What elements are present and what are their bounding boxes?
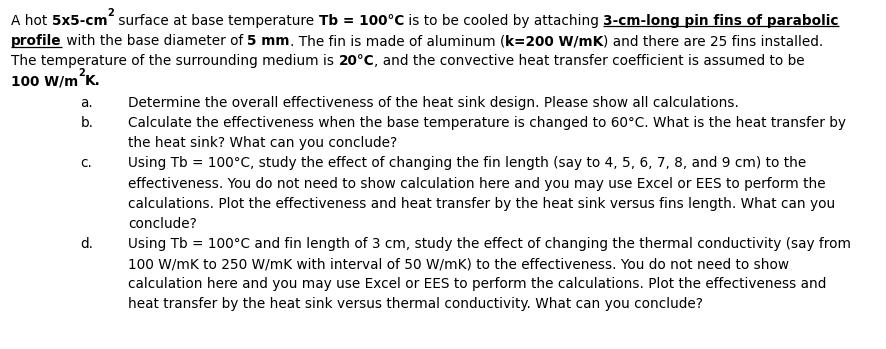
- Text: , and the convective heat transfer coefficient is assumed to be: , and the convective heat transfer coeff…: [374, 54, 804, 68]
- Text: Using Tb = 100°C, study the effect of changing the fin length (say to 4, 5, 6, 7: Using Tb = 100°C, study the effect of ch…: [128, 156, 806, 170]
- Text: K.: K.: [85, 74, 101, 88]
- Text: conclude?: conclude?: [128, 217, 197, 231]
- Text: calculations. Plot the effectiveness and heat transfer by the heat sink versus f: calculations. Plot the effectiveness and…: [128, 197, 835, 211]
- Text: the heat sink? What can you conclude?: the heat sink? What can you conclude?: [128, 136, 397, 150]
- Text: is to be cooled by attaching: is to be cooled by attaching: [404, 14, 603, 28]
- Text: calculation here and you may use Excel or EES to perform the calculations. Plot : calculation here and you may use Excel o…: [128, 277, 826, 291]
- Text: Determine the overall effectiveness of the heat sink design. Please show all cal: Determine the overall effectiveness of t…: [128, 96, 739, 110]
- Text: surface at base temperature: surface at base temperature: [114, 14, 319, 28]
- Text: heat transfer by the heat sink versus thermal conductivity. What can you conclud: heat transfer by the heat sink versus th…: [128, 297, 703, 311]
- Text: 2: 2: [107, 8, 114, 18]
- Text: The temperature of the surrounding medium is: The temperature of the surrounding mediu…: [12, 54, 338, 68]
- Text: d.: d.: [81, 237, 94, 251]
- Text: 3-cm-long pin fins of parabolic: 3-cm-long pin fins of parabolic: [603, 14, 839, 28]
- Text: Tb = 100°C: Tb = 100°C: [319, 14, 404, 28]
- Text: 5x5-cm: 5x5-cm: [51, 14, 107, 28]
- Text: k=200 W/mK: k=200 W/mK: [505, 34, 603, 48]
- Text: Using Tb = 100°C and fin length of 3 cm, study the effect of changing the therma: Using Tb = 100°C and fin length of 3 cm,…: [128, 237, 851, 251]
- Text: 2: 2: [78, 68, 85, 78]
- Text: A hot: A hot: [12, 14, 51, 28]
- Text: 20°C: 20°C: [338, 54, 374, 68]
- Text: with the base diameter of: with the base diameter of: [62, 34, 247, 48]
- Text: 100 W/m: 100 W/m: [12, 74, 78, 88]
- Text: b.: b.: [81, 116, 94, 130]
- Text: 100 W/mK to 250 W/mK with interval of 50 W/mK) to the effectiveness. You do not : 100 W/mK to 250 W/mK with interval of 50…: [128, 257, 789, 271]
- Text: profile: profile: [12, 34, 62, 48]
- Text: 5 mm: 5 mm: [247, 34, 290, 48]
- Text: Calculate the effectiveness when the base temperature is changed to 60°C. What i: Calculate the effectiveness when the bas…: [128, 116, 846, 130]
- Text: a.: a.: [81, 96, 93, 110]
- Text: ) and there are 25 fins installed.: ) and there are 25 fins installed.: [603, 34, 823, 48]
- Text: c.: c.: [81, 156, 92, 170]
- Text: effectiveness. You do not need to show calculation here and you may use Excel or: effectiveness. You do not need to show c…: [128, 177, 826, 191]
- Text: . The fin is made of aluminum (: . The fin is made of aluminum (: [290, 34, 505, 48]
